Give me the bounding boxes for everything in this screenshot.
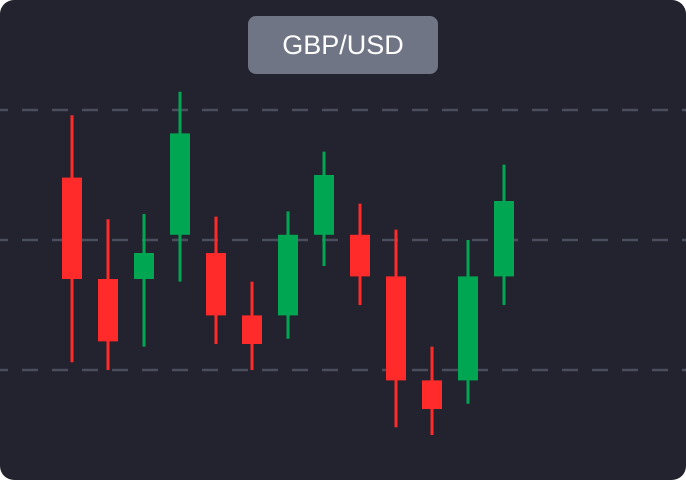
candle-13 xyxy=(494,164,514,305)
candle-body xyxy=(494,201,514,277)
candle-6 xyxy=(242,281,262,370)
candle-2 xyxy=(98,219,118,370)
candle-body xyxy=(458,276,478,381)
candle-body xyxy=(62,177,82,279)
candle-8 xyxy=(314,151,334,266)
candle-12 xyxy=(458,240,478,404)
currency-pair-badge: GBP/USD xyxy=(248,16,438,74)
candle-body xyxy=(386,276,406,381)
grid-lines xyxy=(0,108,686,372)
candle-body xyxy=(98,279,118,342)
candle-body xyxy=(134,253,154,279)
candle-10 xyxy=(386,229,406,428)
candle-4 xyxy=(170,91,190,282)
candle-5 xyxy=(206,216,226,344)
candle-1 xyxy=(62,115,82,363)
candle-body xyxy=(278,234,298,316)
candle-body xyxy=(206,253,226,316)
candles xyxy=(62,91,514,435)
candle-7 xyxy=(278,211,298,339)
candle-11 xyxy=(422,346,442,435)
candle-body xyxy=(242,315,262,344)
candle-body xyxy=(314,175,334,235)
candle-9 xyxy=(350,203,370,305)
candle-3 xyxy=(134,214,154,347)
candle-body xyxy=(350,234,370,277)
candle-body xyxy=(170,133,190,235)
candle-body xyxy=(422,380,442,409)
